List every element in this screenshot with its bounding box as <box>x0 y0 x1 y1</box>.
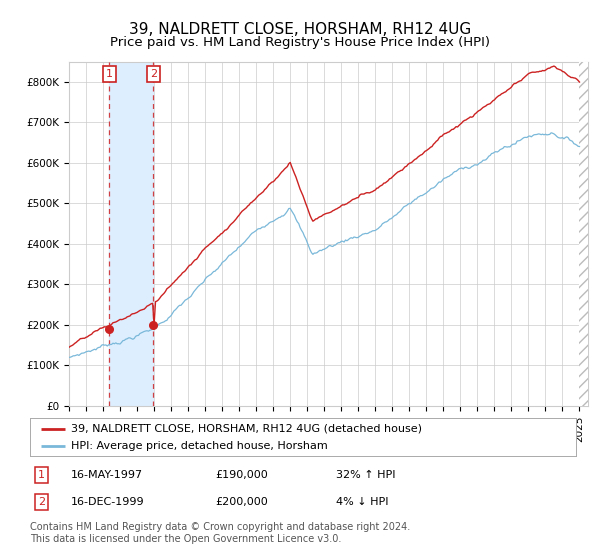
Text: 39, NALDRETT CLOSE, HORSHAM, RH12 4UG (detached house): 39, NALDRETT CLOSE, HORSHAM, RH12 4UG (d… <box>71 423 422 433</box>
Text: 1: 1 <box>38 470 45 480</box>
Text: 32% ↑ HPI: 32% ↑ HPI <box>336 470 395 480</box>
Bar <box>109 62 154 406</box>
Text: 4% ↓ HPI: 4% ↓ HPI <box>336 497 388 507</box>
Text: 2: 2 <box>150 69 157 79</box>
Text: Price paid vs. HM Land Registry's House Price Index (HPI): Price paid vs. HM Land Registry's House … <box>110 36 490 49</box>
Text: Contains HM Land Registry data © Crown copyright and database right 2024.
This d: Contains HM Land Registry data © Crown c… <box>30 522 410 544</box>
Text: £190,000: £190,000 <box>215 470 268 480</box>
Text: HPI: Average price, detached house, Horsham: HPI: Average price, detached house, Hors… <box>71 441 328 451</box>
Bar <box>580 62 588 406</box>
Text: £200,000: £200,000 <box>215 497 268 507</box>
Text: 39, NALDRETT CLOSE, HORSHAM, RH12 4UG: 39, NALDRETT CLOSE, HORSHAM, RH12 4UG <box>129 22 471 38</box>
Text: 16-MAY-1997: 16-MAY-1997 <box>71 470 143 480</box>
Text: 1: 1 <box>106 69 113 79</box>
Bar <box>580 62 588 406</box>
Text: 16-DEC-1999: 16-DEC-1999 <box>71 497 145 507</box>
Text: 2: 2 <box>38 497 46 507</box>
